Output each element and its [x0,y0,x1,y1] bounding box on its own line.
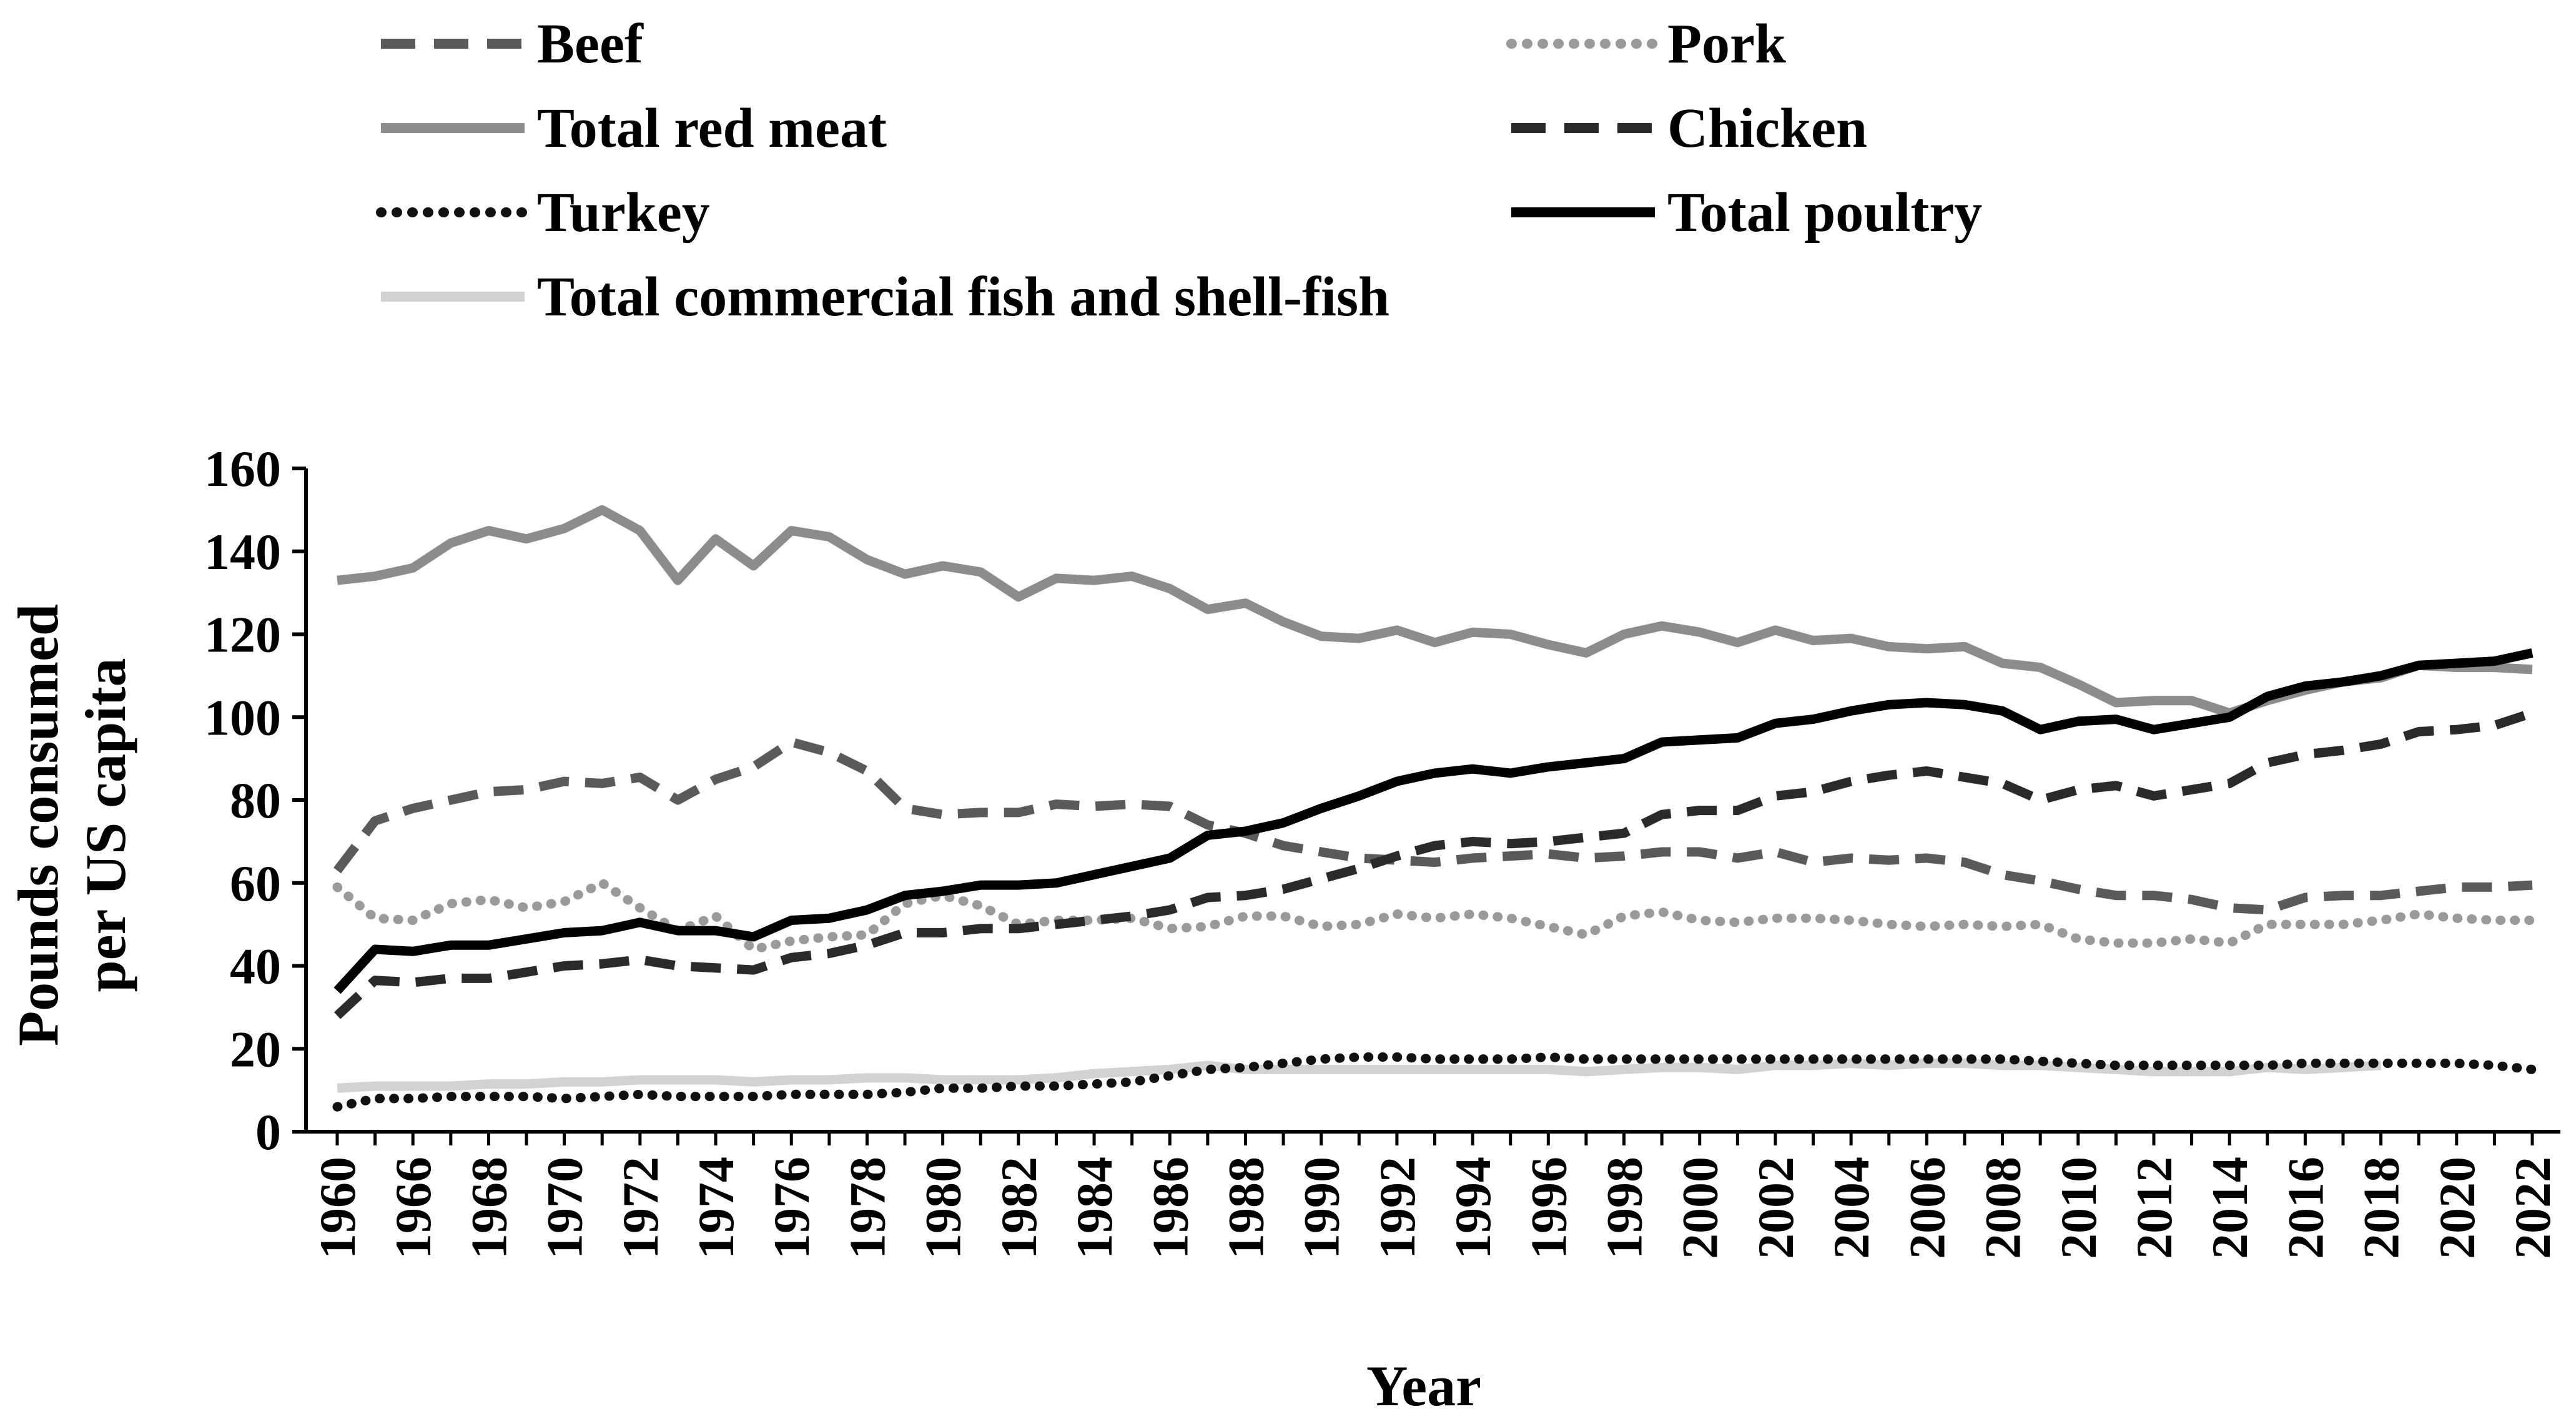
y-tick-label: 160 [204,440,281,497]
legend-item-total-poultry: Total poultry [1511,182,1982,244]
y-tick-label: 140 [204,523,281,580]
legend-item-total-red-meat: Total red meat [381,97,887,159]
x-tick-label: 2002 [1747,1157,1804,1259]
legend-label: Chicken [1667,97,1867,159]
x-tick-label: 1978 [839,1157,896,1259]
axes [304,468,2560,1134]
y-tick-label: 80 [230,772,281,829]
y-tick-label: 120 [204,606,281,663]
y-tick-label: 20 [230,1021,281,1077]
x-axis-ticks: 1960 1966 1968 1970 1972 1974 1976 1978 1980 1982… [309,1132,2561,1259]
y-axis-title: Pounds consumed per US capita [6,604,137,1046]
series-line-total-commercial-fish-and-shell-fish [337,1059,2382,1093]
legend-label: Beef [537,13,644,75]
y-axis-ticks: 0 20 40 60 80 100 120 140 160 [204,440,306,1160]
legend-label: Total poultry [1667,182,1982,244]
legend-item-total-commercial-fish-and-shell-fish: Total commercial fish and shell-fish [381,266,1389,328]
legend-label: Total red meat [537,97,887,159]
x-tick-label: 2016 [2277,1157,2334,1259]
x-axis-title: Year [1366,1354,1481,1418]
y-tick-label: 100 [204,689,281,746]
x-tick-label: 1984 [1066,1157,1123,1259]
legend-item-turkey: Turkey [376,182,710,244]
legend-label: Pork [1667,13,1786,75]
x-tick-label: 1980 [915,1157,972,1259]
x-tick-label: 2022 [2504,1157,2561,1259]
x-tick-label: 1992 [1369,1157,1426,1259]
x-tick-label: 2014 [2201,1157,2258,1259]
legend-label: Turkey [537,182,710,244]
legend: Beef Pork Total red meat Chicken Turkey Total… [376,13,1982,328]
x-tick-label: 1982 [990,1157,1047,1259]
x-tick-label: 1998 [1596,1157,1653,1259]
x-tick-label: 1976 [763,1157,820,1259]
series-line-beef [333,737,2533,915]
x-tick-label: 2020 [2429,1157,2485,1259]
x-tick-label: 1994 [1444,1157,1501,1259]
x-tick-label: 2004 [1823,1157,1880,1259]
legend-label: Total commercial fish and shell-fish [537,266,1389,328]
x-tick-label: 2000 [1672,1157,1729,1259]
series-line-total-poultry [333,648,2534,994]
y-tick-label: 40 [230,938,281,995]
x-tick-label: 2010 [2050,1157,2107,1259]
legend-item-beef: Beef [381,13,644,75]
series-line-pork [332,878,2537,954]
x-tick-label: 2012 [2126,1157,2183,1259]
x-tick-label: 1996 [1520,1157,1577,1259]
x-tick-label: 2006 [1898,1157,1955,1259]
x-tick-label: 2008 [1975,1157,2031,1259]
x-tick-label: 1960 [309,1157,366,1259]
x-tick-label: 1988 [1217,1157,1274,1259]
y-tick-label: 0 [255,1104,281,1160]
x-tick-label: 1986 [1142,1157,1198,1259]
y-axis-title-line: Pounds consumed [6,604,70,1046]
x-tick-label: 1990 [1293,1157,1350,1259]
y-tick-label: 60 [230,855,281,912]
legend-item-chicken: Chicken [1511,97,1867,159]
x-tick-label: 1968 [460,1157,517,1259]
x-tick-label: 1970 [536,1157,593,1259]
legend-item-pork: Pork [1506,13,1786,75]
y-axis-title-line: per US capita [74,658,137,992]
x-tick-label: 1966 [385,1157,442,1259]
series-line-chicken [333,708,2534,1019]
series-line-total-red-meat [337,505,2533,718]
series-layer [332,505,2537,1112]
x-tick-label: 2018 [2353,1157,2410,1259]
x-tick-label: 1974 [688,1157,744,1259]
x-tick-label: 1972 [612,1157,669,1259]
